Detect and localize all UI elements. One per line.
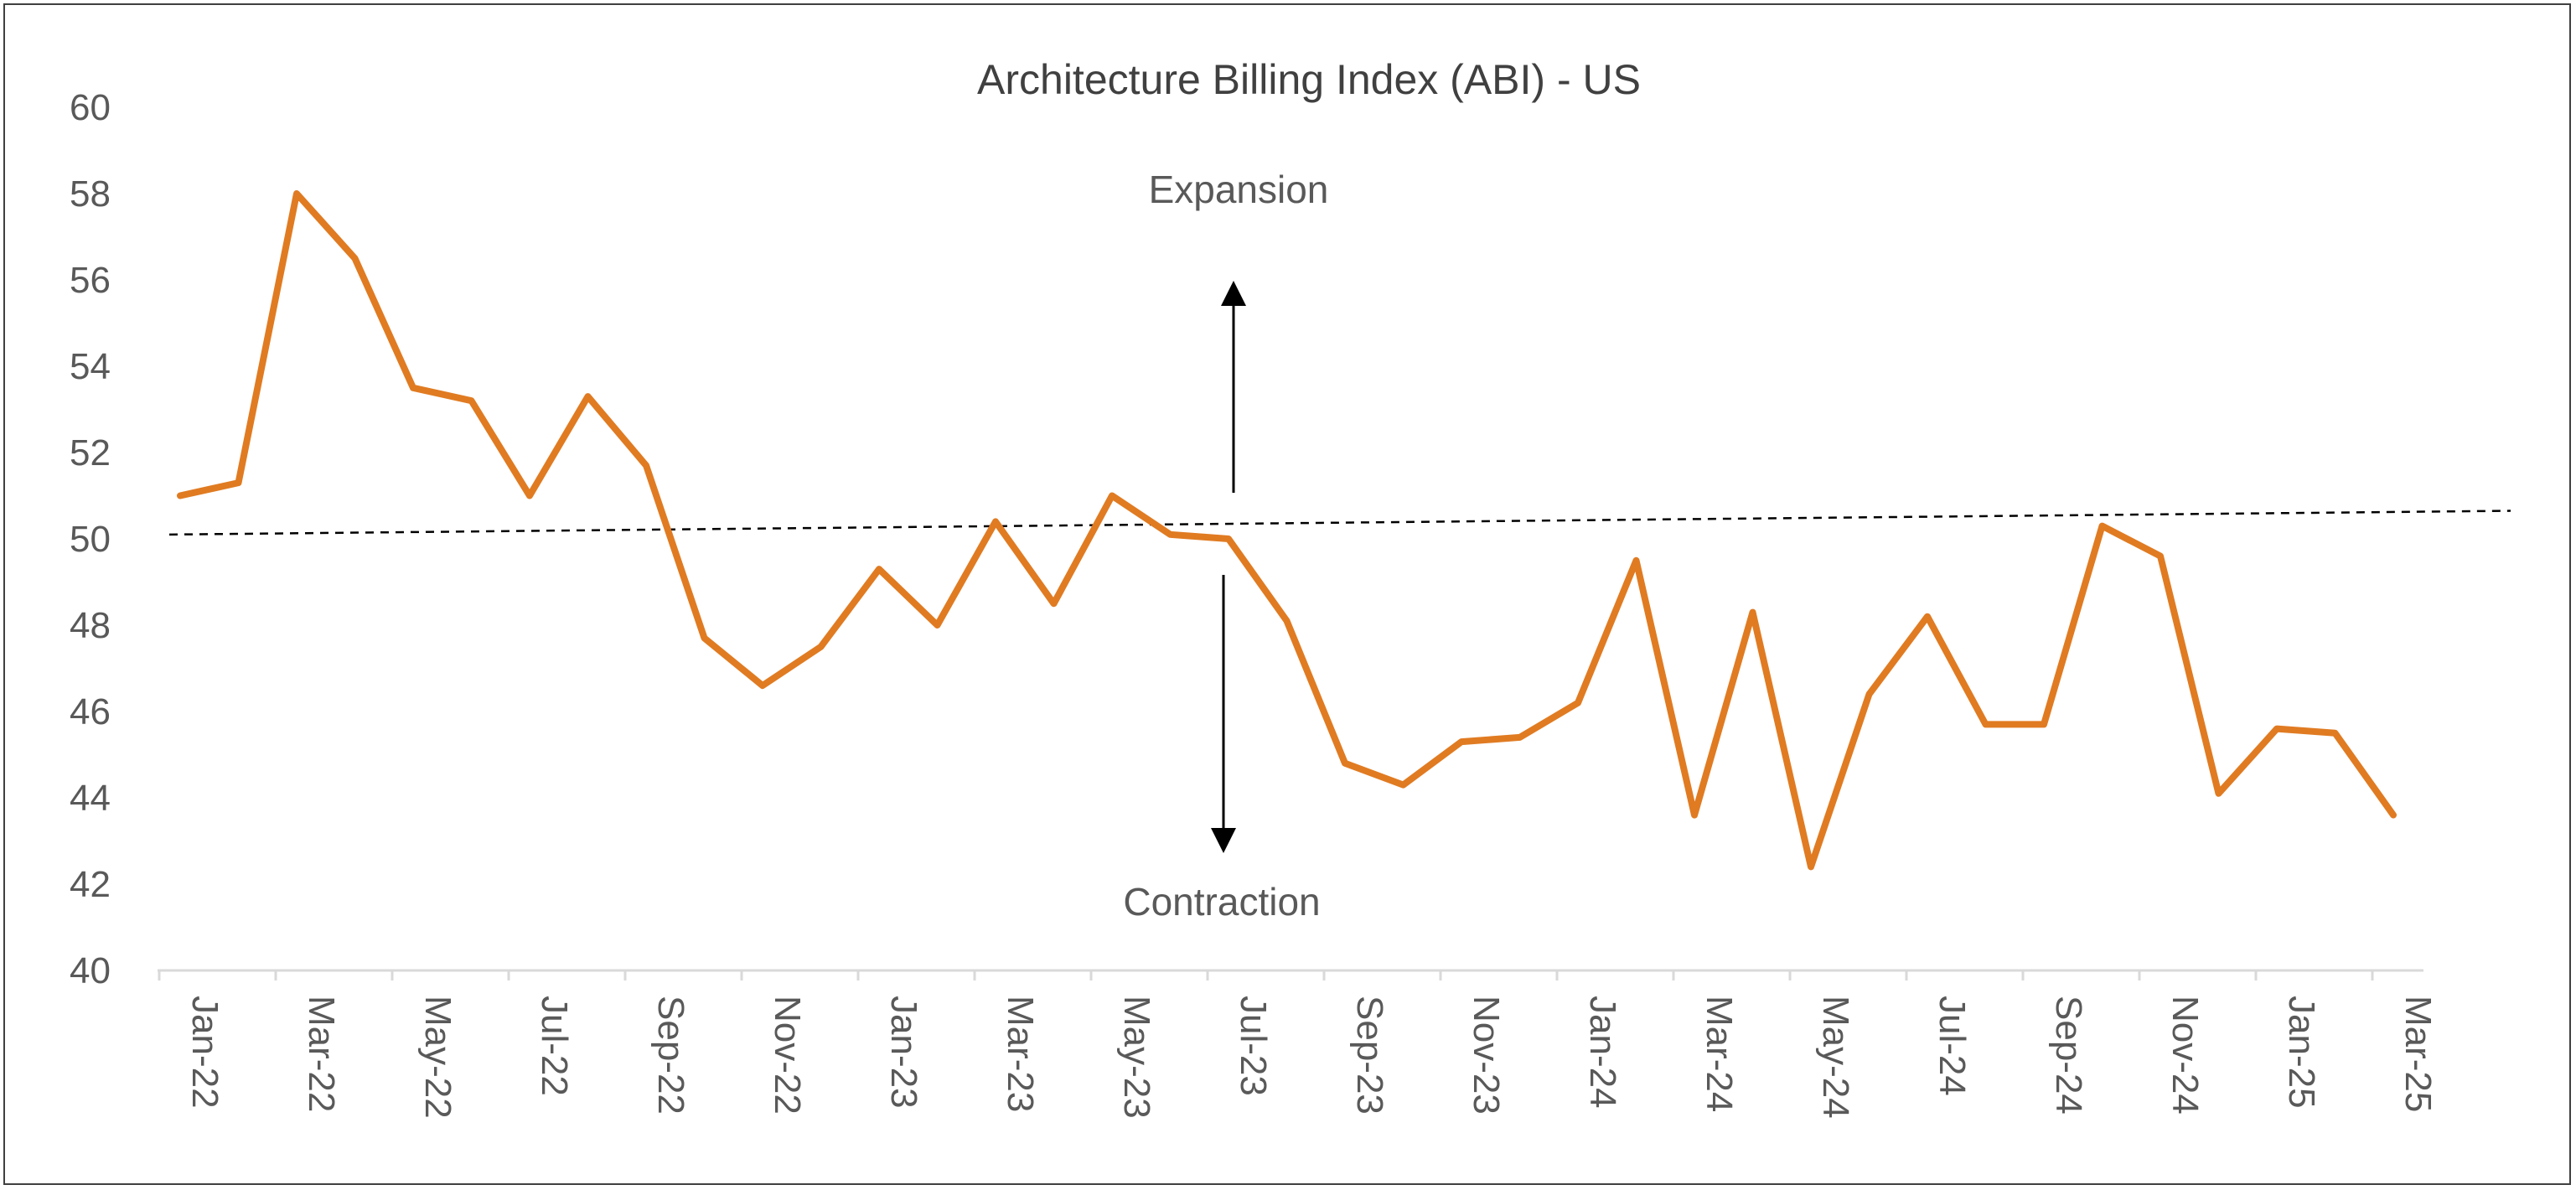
x-axis-tick-labels: Jan-22 Mar-22 May-22 Jul-22 Sep-22 Nov-22 Jan-… xyxy=(184,996,2439,1119)
data-point xyxy=(1868,693,1870,696)
data-point xyxy=(412,386,414,389)
x-tick-label: Jan-23 xyxy=(883,996,924,1109)
data-point xyxy=(1635,559,1637,561)
data-point xyxy=(1053,603,1055,605)
y-tick-label: 42 xyxy=(70,864,111,905)
x-tick-label: May-22 xyxy=(417,996,458,1119)
x-tick-label: Sep-22 xyxy=(650,996,691,1115)
y-tick-label: 58 xyxy=(70,173,111,215)
data-point xyxy=(2217,792,2220,794)
data-point xyxy=(1751,611,1754,613)
y-tick-label: 52 xyxy=(70,432,111,473)
y-tick-label: 46 xyxy=(70,691,111,732)
x-tick-label: Mar-25 xyxy=(2398,996,2439,1112)
x-tick-label: Sep-23 xyxy=(1349,996,1390,1115)
y-tick-label: 60 xyxy=(70,87,111,128)
reference-dashed-line xyxy=(168,510,2511,536)
data-point xyxy=(1810,866,1812,868)
y-tick-label: 48 xyxy=(70,605,111,646)
y-tick-label: 54 xyxy=(70,346,111,387)
x-tick-label: Nov-24 xyxy=(2165,996,2206,1115)
x-tick-label: Mar-23 xyxy=(1000,996,1041,1112)
x-tick-label: Jan-22 xyxy=(184,996,225,1109)
data-point xyxy=(2160,555,2161,557)
x-tick-label: Sep-24 xyxy=(2048,996,2089,1115)
data-point xyxy=(1461,741,1462,743)
data-point xyxy=(1927,615,1928,618)
y-tick-label: 44 xyxy=(70,778,111,819)
y-tick-label: 56 xyxy=(70,260,111,301)
data-point xyxy=(2101,525,2103,527)
data-point xyxy=(1111,494,1113,497)
data-point xyxy=(529,494,530,497)
data-point xyxy=(2392,814,2394,816)
data-point xyxy=(1169,533,1172,536)
data-point xyxy=(1402,784,1404,786)
data-point xyxy=(2043,723,2045,726)
data-point xyxy=(936,624,939,626)
x-tick-label: Nov-22 xyxy=(767,996,808,1115)
data-point xyxy=(1577,701,1579,704)
y-tick-label: 50 xyxy=(70,519,111,560)
abi-series-line xyxy=(177,190,2397,871)
abi-data-points xyxy=(179,193,2394,868)
data-point xyxy=(354,257,356,260)
data-point xyxy=(296,193,297,194)
x-tick-label: Jul-23 xyxy=(1233,996,1274,1096)
x-tick-label: Nov-23 xyxy=(1466,996,1507,1115)
contraction-label: Contraction xyxy=(1123,880,1320,924)
x-axis-ticks xyxy=(158,970,2374,980)
data-point xyxy=(820,645,822,648)
x-tick-label: Jul-24 xyxy=(1932,996,1973,1096)
data-point xyxy=(1344,762,1346,764)
y-tick-label: 40 xyxy=(70,950,111,991)
data-point xyxy=(762,685,763,687)
data-point xyxy=(1228,538,1229,540)
x-tick-label: Mar-24 xyxy=(1699,996,1740,1112)
x-tick-label: Jan-25 xyxy=(2281,996,2322,1109)
expansion-label: Expansion xyxy=(1149,168,1329,211)
x-tick-label: May-23 xyxy=(1116,996,1157,1119)
x-tick-label: Jan-24 xyxy=(1582,996,1623,1109)
data-point xyxy=(878,568,880,571)
data-point xyxy=(179,494,181,497)
data-point xyxy=(587,396,589,398)
chart-frame xyxy=(3,3,2571,1185)
data-point xyxy=(995,520,996,523)
data-point xyxy=(2334,732,2336,734)
data-point xyxy=(703,637,706,639)
data-point xyxy=(645,464,647,467)
data-point xyxy=(1984,723,1987,726)
x-tick-label: Jul-22 xyxy=(534,996,575,1096)
data-point xyxy=(470,400,473,402)
chart-title: Architecture Billing Index (ABI) - US xyxy=(977,56,1641,103)
data-point xyxy=(1518,736,1521,738)
y-axis-ticks: 40 42 44 46 48 50 52 54 56 58 60 xyxy=(70,87,111,991)
data-point xyxy=(1285,619,1288,622)
data-point xyxy=(237,482,240,484)
x-tick-label: May-24 xyxy=(1815,996,1856,1119)
x-tick-label: Mar-22 xyxy=(301,996,342,1112)
data-point xyxy=(2276,727,2278,730)
data-point xyxy=(1694,814,1695,816)
